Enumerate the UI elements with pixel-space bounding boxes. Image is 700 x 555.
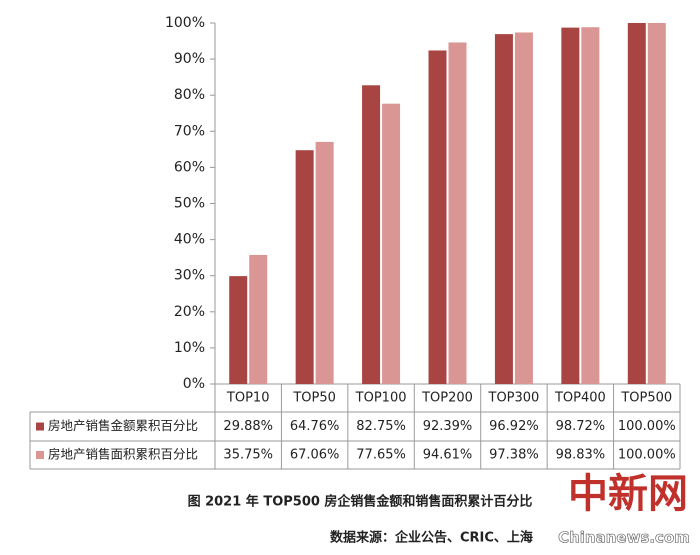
bar [362,85,381,385]
bar [581,27,600,385]
value-label: 29.88% [223,419,273,434]
bar [229,276,248,384]
legend-swatch [36,422,44,431]
y-tick-label: 80% [174,87,205,103]
value-label: 100.00% [618,448,676,463]
y-tick-label: 90% [174,51,205,67]
bar [428,50,447,384]
watermark-url: Chinanews.com [558,529,690,547]
value-label: 64.76% [290,419,340,434]
watermark-logo: 中新网 [568,470,688,517]
x-tick-label: TOP50 [292,391,336,406]
value-label: 97.38% [489,448,539,463]
y-tick-label: 30% [174,268,205,284]
x-tick-label: TOP400 [554,391,606,406]
y-tick-label: 70% [174,123,205,139]
legend-label: 房地产销售金额累积百分比 [48,418,198,433]
bar [295,150,314,384]
bar [647,23,666,384]
x-tick-label: TOP100 [355,391,407,406]
y-tick-label: 60% [174,159,205,175]
source: 数据来源：企业公告、CRIC、上海 [330,530,533,546]
x-tick-label: TOP300 [488,391,540,406]
y-tick-label: 0% [183,376,205,392]
value-label: 35.75% [223,448,273,463]
value-label: 82.75% [356,419,406,434]
bar [627,23,646,384]
value-label: 92.39% [423,419,473,434]
y-tick-label: 40% [174,232,205,248]
legend-label: 房地产销售面积累积百分比 [48,447,198,462]
y-tick-label: 100% [165,15,205,31]
y-tick-label: 20% [174,304,205,320]
bar [315,141,334,384]
bar [448,42,467,385]
value-label: 67.06% [290,448,340,463]
y-tick-label: 50% [174,196,205,212]
value-label: 77.65% [356,448,406,463]
bar [561,27,580,385]
bar [382,103,401,384]
legend-swatch [36,451,44,459]
x-tick-label: TOP200 [421,391,473,406]
y-tick-label: 10% [174,340,205,356]
x-tick-label: TOP500 [620,391,672,406]
bar [514,32,533,385]
value-label: 98.83% [556,448,606,463]
caption: 图 2021 年 TOP500 房企销售金额和销售面积累计百分比 [188,494,533,510]
x-tick-label: TOP10 [226,391,270,406]
bar [249,254,268,384]
value-label: 100.00% [618,419,676,434]
value-label: 98.72% [556,419,606,434]
bar [494,34,513,384]
value-label: 94.61% [423,448,473,463]
value-label: 96.92% [489,419,539,434]
